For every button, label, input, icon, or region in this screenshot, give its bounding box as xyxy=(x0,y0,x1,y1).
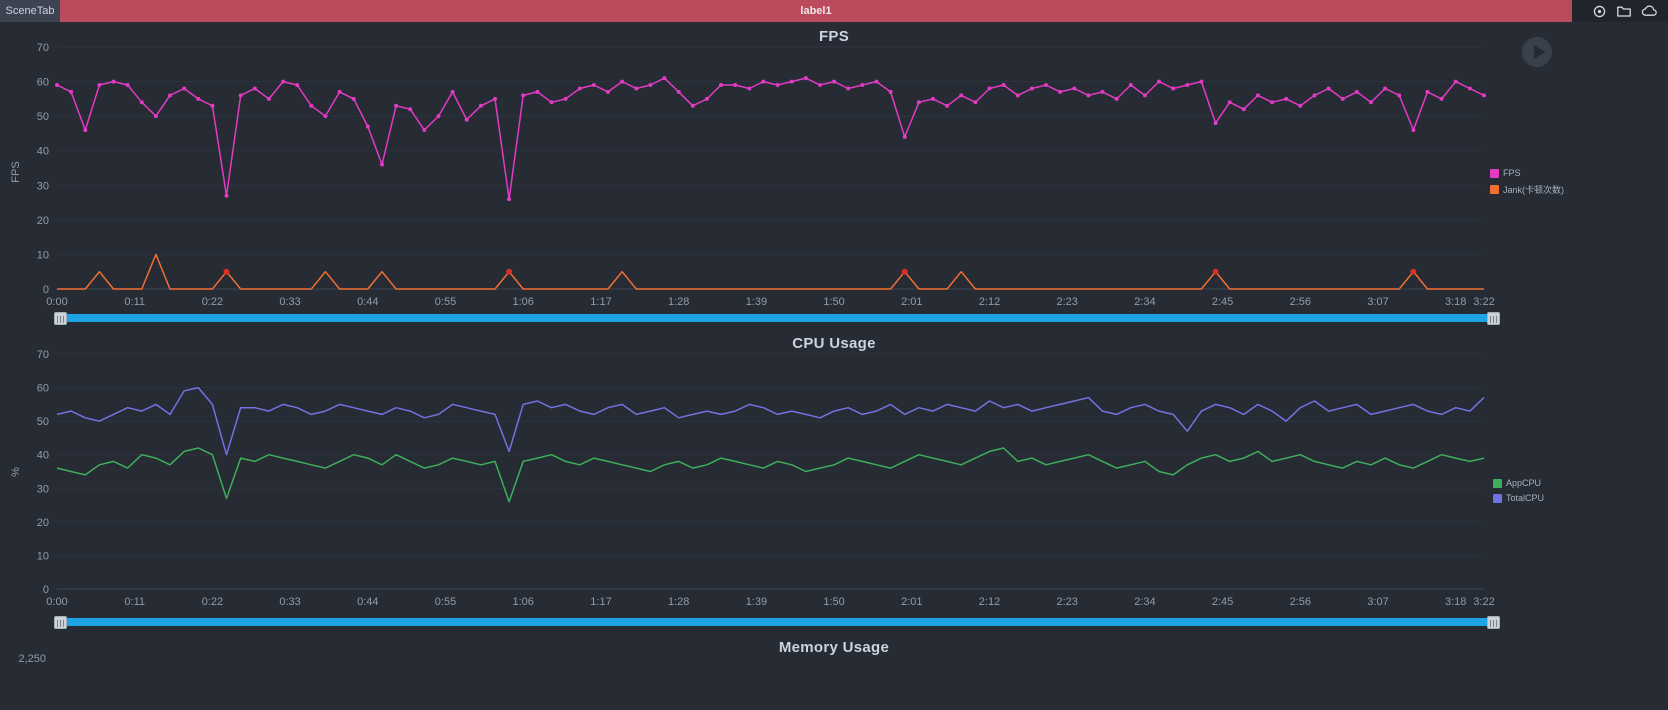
cpu-datazoom-slider[interactable] xyxy=(54,615,1500,629)
svg-text:10: 10 xyxy=(37,550,49,562)
fps-datazoom-right-handle[interactable] xyxy=(1487,311,1500,325)
svg-text:60: 60 xyxy=(37,383,49,395)
cloud-icon[interactable] xyxy=(1640,2,1658,20)
svg-text:2:01: 2:01 xyxy=(901,296,922,308)
svg-text:1:17: 1:17 xyxy=(590,296,611,308)
svg-text:1:28: 1:28 xyxy=(668,296,689,308)
svg-text:2:34: 2:34 xyxy=(1134,596,1155,608)
topbar-icons xyxy=(1572,0,1668,22)
svg-text:50: 50 xyxy=(37,416,49,428)
svg-text:2:23: 2:23 xyxy=(1056,596,1077,608)
cpu-datazoom-left-handle[interactable] xyxy=(54,615,67,629)
svg-text:1:39: 1:39 xyxy=(746,596,767,608)
svg-text:3:22: 3:22 xyxy=(1473,296,1494,308)
memory-chart-section: Memory Usage 2,250 xyxy=(0,633,1668,710)
fps-legend: FPS Jank(卡顿次数) xyxy=(1490,168,1564,196)
svg-text:3:18: 3:18 xyxy=(1445,296,1466,308)
svg-text:2:12: 2:12 xyxy=(979,596,1000,608)
appcpu-legend-swatch xyxy=(1493,478,1502,488)
play-button[interactable] xyxy=(1522,37,1552,67)
fps-datazoom-left-handle[interactable] xyxy=(54,311,67,325)
svg-text:60: 60 xyxy=(37,77,49,89)
svg-text:1:06: 1:06 xyxy=(512,296,533,308)
topbar: SceneTab label1 xyxy=(0,0,1668,22)
svg-text:0:55: 0:55 xyxy=(435,296,456,308)
svg-text:0:00: 0:00 xyxy=(46,596,67,608)
svg-text:0: 0 xyxy=(43,584,49,596)
svg-text:3:22: 3:22 xyxy=(1473,596,1494,608)
cpu-datazoom-right-handle[interactable] xyxy=(1487,615,1500,629)
svg-text:2:01: 2:01 xyxy=(901,596,922,608)
svg-text:20: 20 xyxy=(37,517,49,529)
fps-datazoom-track[interactable] xyxy=(67,314,1487,322)
svg-text:3:07: 3:07 xyxy=(1367,296,1388,308)
label-bar: label1 xyxy=(60,0,1572,22)
svg-text:2:45: 2:45 xyxy=(1212,596,1233,608)
legend-item-fps[interactable]: FPS xyxy=(1490,168,1564,178)
svg-text:1:50: 1:50 xyxy=(823,296,844,308)
svg-text:2:23: 2:23 xyxy=(1056,296,1077,308)
svg-text:3:07: 3:07 xyxy=(1367,596,1388,608)
svg-text:70: 70 xyxy=(37,42,49,54)
svg-text:0:33: 0:33 xyxy=(279,596,300,608)
legend-item-jank[interactable]: Jank(卡顿次数) xyxy=(1490,183,1564,196)
cpu-plot: 0 10 20 30 40 50 60 70 0:00 0:11 0:22 0:33 0:44 0:55 1… xyxy=(37,349,1495,608)
fps-legend-swatch xyxy=(1490,168,1499,178)
svg-text:30: 30 xyxy=(37,483,49,495)
svg-text:0:22: 0:22 xyxy=(202,296,223,308)
svg-text:1:28: 1:28 xyxy=(668,596,689,608)
svg-text:3:18: 3:18 xyxy=(1445,596,1466,608)
svg-text:2:45: 2:45 xyxy=(1212,296,1233,308)
legend-item-appcpu[interactable]: AppCPU xyxy=(1493,478,1544,488)
cpu-datazoom-track[interactable] xyxy=(67,618,1487,626)
fps-chart-title: FPS xyxy=(818,28,850,45)
svg-text:2:12: 2:12 xyxy=(979,296,1000,308)
svg-text:20: 20 xyxy=(37,215,49,227)
totalcpu-legend-label: TotalCPU xyxy=(1506,493,1545,503)
fps-legend-label: FPS xyxy=(1503,168,1521,178)
cpu-chart-section: 0 10 20 30 40 50 60 70 0:00 0:11 0:22 0:33 0:44 0:55 1… xyxy=(0,329,1668,617)
svg-text:0: 0 xyxy=(43,284,49,296)
svg-text:1:17: 1:17 xyxy=(590,596,611,608)
fps-chart-section: 0 10 20 30 40 50 60 70 0:00 0:11 0:22 0:33 0:44 0:55 1… xyxy=(0,22,1668,311)
legend-item-totalcpu[interactable]: TotalCPU xyxy=(1493,493,1544,503)
fps-plot: 0 10 20 30 40 50 60 70 0:00 0:11 0:22 0:33 0:44 0:55 1… xyxy=(37,42,1495,308)
svg-text:50: 50 xyxy=(37,111,49,123)
scene-tab[interactable]: SceneTab xyxy=(0,0,60,22)
svg-text:2:56: 2:56 xyxy=(1290,296,1311,308)
svg-text:40: 40 xyxy=(37,450,49,462)
svg-text:0:00: 0:00 xyxy=(46,296,67,308)
memory-chart-title: Memory Usage xyxy=(778,639,890,656)
folder-icon[interactable] xyxy=(1615,2,1633,20)
svg-text:0:55: 0:55 xyxy=(435,596,456,608)
svg-text:0:11: 0:11 xyxy=(124,296,145,308)
totalcpu-legend-swatch xyxy=(1493,493,1502,503)
svg-text:0:44: 0:44 xyxy=(357,596,378,608)
jank-legend-swatch xyxy=(1490,185,1499,194)
svg-text:10: 10 xyxy=(37,249,49,261)
svg-text:2:34: 2:34 xyxy=(1134,296,1155,308)
svg-text:40: 40 xyxy=(37,146,49,158)
label-bar-text: label1 xyxy=(800,5,832,17)
svg-text:2:56: 2:56 xyxy=(1290,596,1311,608)
fps-y-axis-label: FPS xyxy=(10,161,22,183)
svg-text:1:06: 1:06 xyxy=(512,596,533,608)
cpu-chart-title: CPU Usage xyxy=(792,335,876,352)
svg-text:1:50: 1:50 xyxy=(823,596,844,608)
cpu-y-axis-label: % xyxy=(10,467,22,477)
svg-text:30: 30 xyxy=(37,180,49,192)
svg-text:70: 70 xyxy=(37,349,49,361)
cpu-legend: AppCPU TotalCPU xyxy=(1493,478,1544,503)
fps-datazoom-slider[interactable] xyxy=(54,311,1500,325)
svg-text:0:22: 0:22 xyxy=(202,596,223,608)
svg-text:0:33: 0:33 xyxy=(279,296,300,308)
memory-first-ytick: 2,250 xyxy=(18,653,46,665)
location-icon[interactable] xyxy=(1590,2,1608,20)
svg-text:1:39: 1:39 xyxy=(746,296,767,308)
svg-text:0:44: 0:44 xyxy=(357,296,378,308)
play-icon xyxy=(1533,45,1545,59)
jank-legend-label: Jank(卡顿次数) xyxy=(1503,185,1565,195)
appcpu-legend-label: AppCPU xyxy=(1506,478,1542,488)
svg-text:0:11: 0:11 xyxy=(124,596,145,608)
